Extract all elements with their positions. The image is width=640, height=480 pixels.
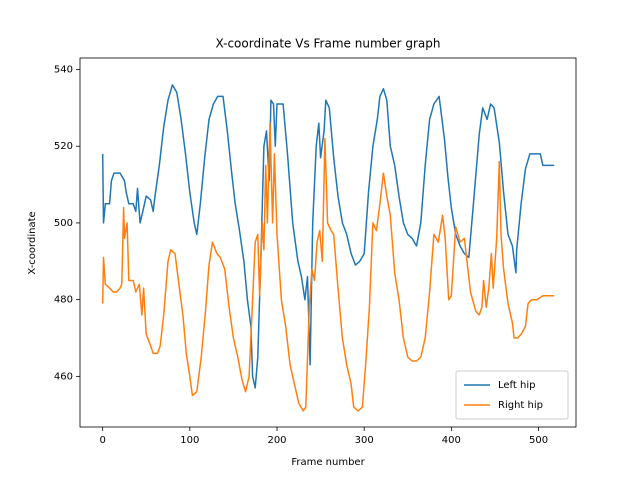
legend-label: Left hip bbox=[498, 380, 535, 391]
y-tick-label: 540 bbox=[54, 65, 73, 76]
y-tick-label: 520 bbox=[54, 141, 73, 152]
y-axis-label: X-coordinate bbox=[27, 211, 38, 274]
y-tick-label: 500 bbox=[54, 218, 73, 229]
x-axis-label: Frame number bbox=[291, 457, 365, 468]
legend-label: Right hip bbox=[498, 400, 543, 411]
x-tick-label: 400 bbox=[442, 435, 461, 446]
x-tick-label: 500 bbox=[529, 435, 548, 446]
x-tick-label: 200 bbox=[267, 435, 286, 446]
y-tick-label: 460 bbox=[54, 371, 73, 382]
legend-box bbox=[455, 370, 569, 420]
x-tick-label: 100 bbox=[180, 435, 199, 446]
x-tick-label: 0 bbox=[99, 435, 105, 446]
line-series bbox=[101, 122, 555, 412]
x-tick-label: 300 bbox=[355, 435, 374, 446]
chart-title: X-coordinate Vs Frame number graph bbox=[215, 37, 440, 51]
plot-frame bbox=[79, 57, 577, 428]
plot-area bbox=[101, 84, 555, 412]
y-tick-label: 480 bbox=[54, 295, 73, 306]
